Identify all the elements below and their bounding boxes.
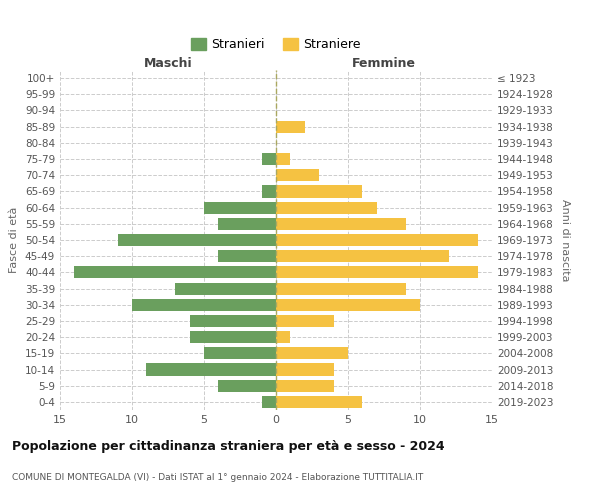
Bar (204, 202, 276, 213)
Text: Femmine: Femmine (352, 57, 416, 70)
Bar (262, 186, 276, 198)
Bar (276, 298, 420, 311)
Bar (276, 186, 362, 198)
Bar (74, 266, 276, 278)
Text: Popolazione per cittadinanza straniera per età e sesso - 2024: Popolazione per cittadinanza straniera p… (12, 440, 445, 453)
Bar (276, 315, 334, 327)
Bar (118, 234, 276, 246)
Legend: Stranieri, Straniere: Stranieri, Straniere (185, 32, 367, 58)
Bar (218, 380, 276, 392)
Bar (276, 250, 449, 262)
Bar (218, 250, 276, 262)
Y-axis label: Anni di nascita: Anni di nascita (560, 198, 570, 281)
Text: Maschi: Maschi (143, 57, 193, 70)
Bar (276, 331, 290, 343)
Bar (276, 396, 362, 408)
Bar (146, 364, 276, 376)
Bar (276, 202, 377, 213)
Bar (218, 218, 276, 230)
Bar (190, 331, 276, 343)
Bar (276, 120, 305, 132)
Bar (276, 282, 406, 294)
Bar (276, 153, 290, 165)
Bar (276, 169, 319, 181)
Bar (276, 348, 348, 360)
Bar (276, 380, 334, 392)
Bar (190, 315, 276, 327)
Bar (262, 396, 276, 408)
Bar (276, 234, 478, 246)
Bar (262, 153, 276, 165)
Bar (204, 348, 276, 360)
Bar (276, 364, 334, 376)
Bar (276, 218, 406, 230)
Bar (276, 266, 478, 278)
Y-axis label: Fasce di età: Fasce di età (10, 207, 19, 273)
Bar (132, 298, 276, 311)
Bar (175, 282, 276, 294)
Text: COMUNE DI MONTEGALDA (VI) - Dati ISTAT al 1° gennaio 2024 - Elaborazione TUTTITA: COMUNE DI MONTEGALDA (VI) - Dati ISTAT a… (12, 473, 423, 482)
